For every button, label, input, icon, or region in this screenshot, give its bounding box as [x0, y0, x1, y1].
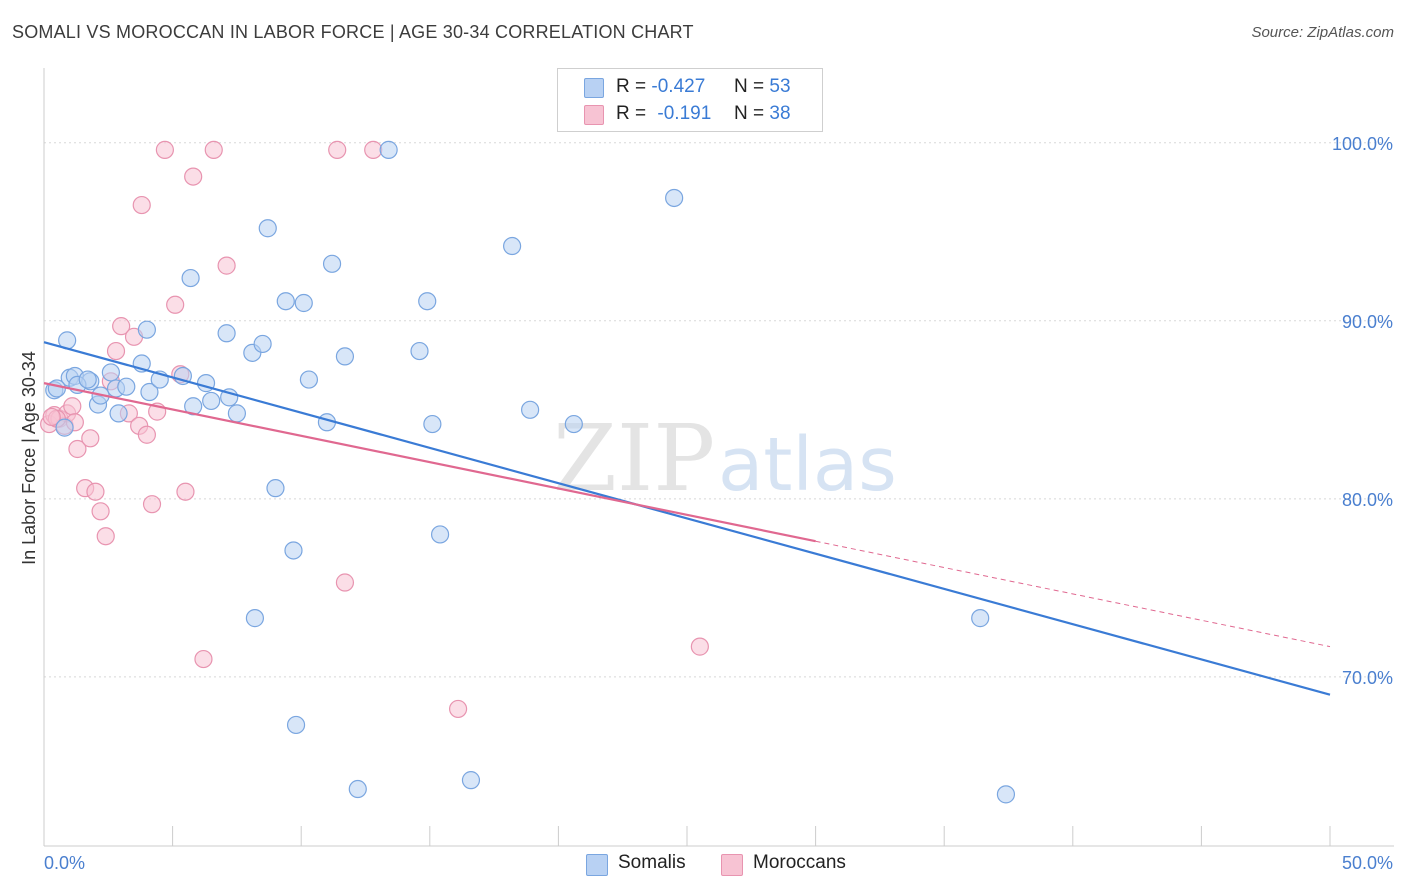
moroccans-point-13 — [106, 341, 126, 361]
somalis-legend-swatch — [586, 854, 608, 876]
somalis-point-42 — [461, 771, 481, 790]
moroccans-point-27 — [194, 649, 213, 669]
somalis-point-36 — [348, 779, 367, 799]
moroccans-point-26 — [184, 167, 203, 186]
moroccans-point-28 — [204, 140, 223, 159]
somalis-point-46 — [665, 188, 684, 208]
somalis-point-33 — [322, 254, 342, 273]
somalis-point-11 — [117, 377, 136, 396]
somalis-point-8 — [101, 363, 120, 382]
moroccans-point-31 — [335, 573, 355, 592]
somalis-point-24 — [245, 609, 265, 628]
somalis-point-27 — [266, 479, 285, 498]
y-axis-label: In Labor Force | Age 30-34 — [19, 351, 39, 565]
watermark-atlas: atlas — [718, 422, 897, 508]
somalis-point-22 — [227, 404, 246, 423]
somalis-point-31 — [299, 370, 319, 389]
somalis-point-44 — [521, 400, 540, 419]
grid-layer — [44, 142, 1394, 678]
moroccans-point-22 — [155, 140, 174, 159]
moroccans-point-23 — [166, 295, 185, 314]
somalis-point-39 — [418, 292, 437, 311]
somalis-point-38 — [410, 341, 429, 361]
moroccans-point-25 — [176, 482, 195, 501]
moroccans-point-11 — [96, 527, 115, 546]
somalis-point-18 — [202, 391, 221, 411]
moroccans-legend-label: Moroccans — [753, 852, 846, 873]
chart-title: SOMALI VS MOROCCAN IN LABOR FORCE | AGE … — [12, 22, 694, 42]
somalis-point-43 — [503, 236, 522, 256]
moroccans-point-37 — [42, 407, 61, 427]
somalis-point-52 — [78, 370, 97, 389]
somalis-point-3 — [55, 418, 74, 437]
moroccans-point-30 — [328, 140, 347, 159]
somalis-swatch — [584, 78, 604, 98]
x-tick-label-1: 50.0% — [1342, 853, 1393, 873]
trend-lines — [43, 341, 1331, 696]
moroccans-point-14 — [112, 317, 131, 336]
somalis-point-20 — [217, 324, 236, 343]
moroccans-points — [40, 140, 709, 719]
somalis-point-40 — [423, 414, 442, 434]
moroccans-point-19 — [137, 425, 156, 444]
somalis-point-16 — [173, 366, 192, 386]
somalis-point-26 — [258, 219, 277, 238]
somalis-trend-line — [43, 341, 1331, 696]
moroccans-legend-swatch — [721, 854, 743, 876]
moroccans-trend-line — [43, 382, 816, 543]
somalis-point-14 — [137, 320, 156, 339]
y-tick-label-3: 70.0% — [1342, 668, 1393, 688]
series-legend: Somalis Moroccans — [0, 852, 1406, 876]
moroccans-point-6 — [68, 439, 87, 459]
somalis-point-49 — [47, 379, 66, 398]
moroccans-point-10 — [91, 502, 110, 521]
somalis-point-10 — [109, 404, 128, 423]
moroccans-point-9 — [86, 482, 105, 501]
moroccans-point-20 — [142, 495, 162, 514]
somalis-point-29 — [276, 292, 295, 311]
watermark: ZIP atlas — [553, 405, 897, 512]
correlation-legend: R = -0.427 N = 53 R = -0.191 N = 38 — [557, 68, 823, 132]
moroccans-point-8 — [81, 429, 100, 448]
moroccans-point-32 — [364, 140, 383, 159]
x-tick-label-0: 0.0% — [44, 853, 85, 873]
tick-labels: 100.0% 90.0% 80.0% 70.0% 0.0% 50.0% — [44, 134, 1393, 873]
y-tick-label-1: 90.0% — [1342, 312, 1393, 332]
moroccans-point-33 — [448, 699, 468, 719]
somalis-legend-label: Somalis — [618, 852, 686, 873]
moroccans-point-18 — [132, 195, 151, 215]
legend-n-somalis: N = 53 — [734, 76, 791, 97]
y-tick-label-0: 100.0% — [1332, 134, 1393, 154]
legend-r-somalis: R = -0.427 — [616, 76, 706, 97]
axis-layer — [43, 68, 1394, 847]
somalis-point-37 — [379, 140, 398, 159]
somalis-point-13 — [140, 382, 159, 402]
somalis-point-45 — [564, 414, 583, 434]
somalis-point-35 — [286, 715, 306, 735]
legend-r-moroccans: R = -0.191 — [616, 103, 712, 124]
moroccans-point-5 — [63, 397, 82, 416]
moroccans-trend-extension — [815, 540, 1331, 648]
somalis-point-51 — [181, 268, 200, 288]
y-tick-label-2: 80.0% — [1342, 490, 1393, 510]
somalis-point-25 — [253, 334, 272, 354]
somalis-point-30 — [294, 293, 313, 313]
somalis-point-34 — [335, 347, 355, 366]
moroccans-swatch — [584, 105, 604, 125]
somalis-point-47 — [971, 609, 990, 628]
moroccans-point-29 — [217, 256, 236, 275]
somalis-point-48 — [996, 785, 1016, 804]
moroccans-point-34 — [690, 637, 709, 656]
source-label: Source: ZipAtlas.com — [1251, 24, 1394, 41]
somalis-point-28 — [284, 541, 303, 560]
somalis-point-41 — [430, 525, 450, 544]
legend-n-moroccans: N = 38 — [734, 103, 791, 124]
